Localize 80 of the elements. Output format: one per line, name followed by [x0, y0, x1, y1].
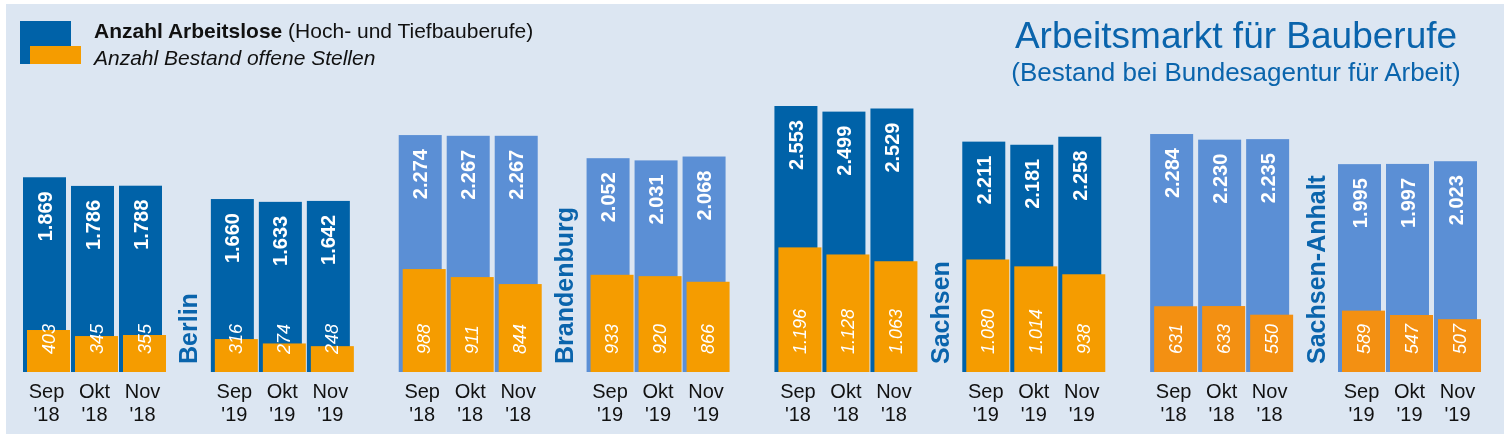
- x-tick-label: Sep '19: [967, 380, 1004, 425]
- data-label: 1.063: [885, 308, 906, 354]
- annotation: Sachsen-Anhalt: [1301, 174, 1330, 364]
- data-label: 1.196: [789, 307, 810, 354]
- data-label: 2.529: [880, 122, 903, 173]
- x-tick-label: Nov '19: [688, 380, 724, 425]
- data-label: 938: [1073, 323, 1094, 354]
- data-label: 2.235: [1256, 153, 1279, 204]
- data-label: 2.267: [505, 149, 528, 200]
- data-label: 1.128: [837, 308, 858, 354]
- data-label: 2.258: [1068, 150, 1091, 201]
- data-label: 2.499: [832, 125, 855, 176]
- data-label: 2.553: [784, 120, 807, 171]
- x-tick-label: Okt '18: [454, 380, 487, 425]
- data-label: 589: [1353, 323, 1374, 354]
- x-tick-label: Nov '18: [500, 380, 536, 425]
- data-label: 403: [38, 323, 59, 354]
- data-label: 547: [1401, 322, 1422, 354]
- x-tick-label: Nov '19: [1064, 380, 1100, 425]
- x-tick-label: Nov '18: [876, 380, 912, 425]
- x-tick-label: Sep '18: [1155, 380, 1192, 425]
- data-label: 844: [510, 323, 531, 354]
- data-label: 1.997: [1396, 177, 1419, 228]
- data-label: 2.267: [457, 149, 480, 200]
- annotation: Sachsen: [925, 261, 954, 364]
- data-label: 355: [134, 322, 155, 354]
- data-label: 316: [226, 322, 247, 354]
- chart-title: Arbeitsmarkt für Bauberufe: [1014, 15, 1458, 56]
- data-label: 988: [414, 323, 435, 354]
- x-tick-label: Okt '18: [78, 380, 111, 425]
- data-label: 866: [698, 322, 719, 354]
- data-label: 2.211: [972, 155, 995, 205]
- x-tick-label: Sep '19: [592, 380, 628, 425]
- x-tick-label: Sep '19: [216, 380, 253, 425]
- data-label: 2.274: [409, 148, 432, 200]
- x-tick-label: Sep '18: [28, 380, 65, 425]
- data-label: 1.642: [317, 214, 340, 265]
- annotation: Berlin: [174, 293, 203, 364]
- x-tick-label: Nov '18: [1251, 380, 1288, 425]
- legend-label: Anzahl Bestand offene Stellen: [92, 46, 376, 69]
- x-tick-label: Nov '19: [1439, 380, 1476, 425]
- x-tick-label: Okt '19: [266, 380, 299, 425]
- data-label: 2.052: [597, 172, 620, 223]
- data-label: 631: [1165, 323, 1186, 354]
- x-tick-label: Nov '19: [312, 380, 349, 425]
- data-label: 633: [1213, 323, 1234, 354]
- data-label: 1.788: [129, 199, 152, 250]
- data-label: 1.080: [977, 308, 998, 354]
- data-label: 920: [650, 323, 671, 354]
- data-label: 2.023: [1444, 175, 1467, 226]
- legend-label: Anzahl Arbeitslose (Hoch- und Tiefbauberufe): [94, 19, 534, 42]
- data-label: 2.181: [1020, 158, 1043, 209]
- data-label: 1.786: [81, 199, 104, 250]
- x-tick-label: Nov '18: [124, 380, 161, 425]
- data-label: 933: [602, 323, 623, 354]
- chart-subtitle: (Bestand bei Bundesagentur für Arbeit): [1011, 57, 1461, 87]
- data-label: 1.014: [1025, 308, 1046, 354]
- x-tick-label: Okt '18: [830, 380, 862, 425]
- data-label: 2.284: [1160, 147, 1183, 199]
- data-label: 507: [1449, 322, 1470, 354]
- data-label: 345: [86, 322, 107, 354]
- x-tick-label: Sep '18: [404, 380, 441, 425]
- data-label: 911: [462, 325, 483, 354]
- annotation: Brandenburg: [550, 207, 579, 364]
- data-label: 248: [322, 323, 343, 355]
- data-label: 2.068: [693, 170, 716, 221]
- x-tick-label: Okt '19: [1018, 380, 1050, 425]
- data-label: 1.995: [1348, 178, 1371, 229]
- data-label: 2.230: [1208, 153, 1231, 204]
- x-tick-label: Okt '19: [642, 380, 675, 425]
- x-tick-label: Sep '19: [1343, 380, 1380, 425]
- data-label: 1.869: [33, 191, 56, 242]
- data-label: 1.660: [221, 213, 244, 264]
- data-label: 550: [1261, 323, 1282, 354]
- x-tick-label: Sep '18: [780, 380, 816, 425]
- data-label: 1.633: [269, 215, 292, 266]
- x-tick-label: Okt '19: [1393, 380, 1426, 425]
- data-label: 2.031: [645, 174, 668, 225]
- data-label: 274: [274, 323, 295, 355]
- x-tick-label: Okt '18: [1206, 380, 1238, 425]
